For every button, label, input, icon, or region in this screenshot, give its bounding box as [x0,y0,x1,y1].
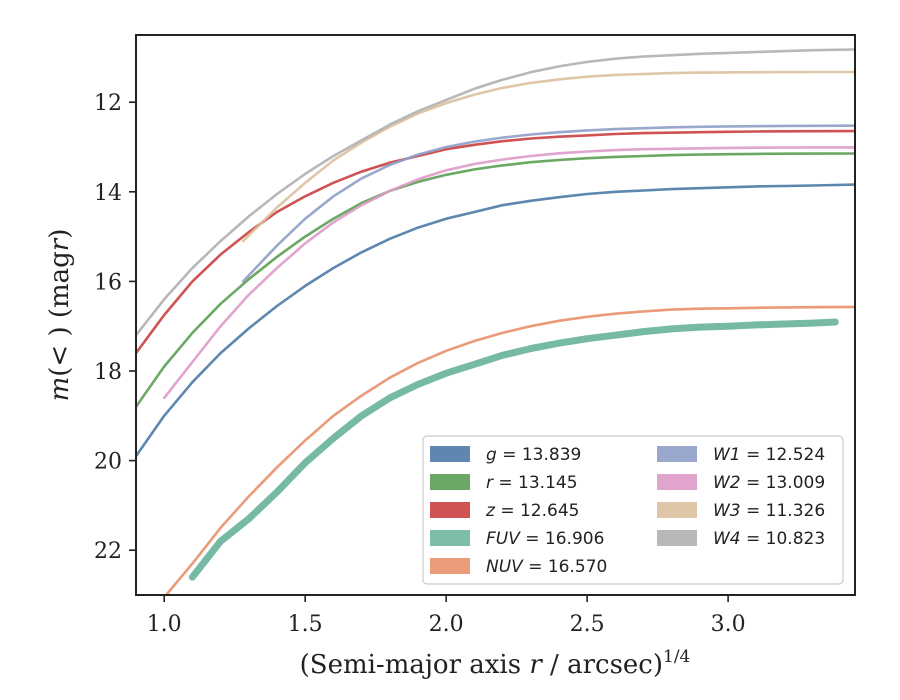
legend-swatch-g [430,446,470,462]
series-line-g [136,183,855,458]
series-line-w1 [241,124,855,283]
tick-layer: 1.0 1.5 2.0 2.5 3.0 12 14 16 18 20 22 [94,91,746,637]
legend-swatch-w2 [657,474,697,490]
legend-label-nuv: NUV = 16.570 [486,557,607,577]
y-tick-label: 20 [94,450,122,475]
legend-swatch-fuv [430,530,470,546]
legend-swatch-nuv [430,558,470,574]
x-tick-label: 2.0 [429,612,464,637]
x-tick-label: 3.0 [711,612,746,637]
legend-label-w2: W2 = 13.009 [713,473,825,493]
legend-label-w3: W3 = 11.326 [713,501,825,521]
legend-label-w1: W1 = 12.524 [713,445,825,465]
legend-label-g: g = 13.839 [486,445,581,465]
legend-box [422,435,844,585]
x-tick-label: 2.5 [570,612,605,637]
y-axis-label: m(< ) (magr) [45,229,75,402]
legend-swatch-w4 [657,530,697,546]
series-line-w4 [136,48,855,337]
y-tick-label: 18 [94,360,122,385]
plot-frame [135,34,856,596]
legend: g = 13.839 r = 13.145 z = 12.645 FUV = 16.9… [422,435,844,585]
series-line-nuv [164,305,855,595]
legend-swatch-r [430,474,470,490]
legend-swatch-w1 [657,446,697,462]
series-line-w3 [241,70,855,243]
series-line-z [136,129,855,355]
y-tick-label: 16 [94,270,122,295]
series-line-fuv [188,318,839,581]
legend-label-r: r = 13.145 [486,473,578,493]
y-tick-label: 14 [94,181,122,206]
x-tick-label: 1.5 [288,612,323,637]
legend-swatch-w3 [657,502,697,518]
legend-label-w4: W4 = 10.823 [713,529,825,549]
series-layer [136,48,855,595]
y-tick-label: 22 [94,539,122,564]
y-tick-label: 12 [94,91,122,116]
legend-label-z: z = 12.645 [485,501,579,521]
x-tick-label: 1.0 [147,612,182,637]
legend-swatch-z [430,502,470,518]
series-line-r [136,152,855,409]
legend-label-fuv: FUV = 16.906 [486,529,604,549]
series-line-w2 [162,146,855,400]
x-axis-label: (Semi-major axis r / arcsec)1/4 [300,647,691,680]
